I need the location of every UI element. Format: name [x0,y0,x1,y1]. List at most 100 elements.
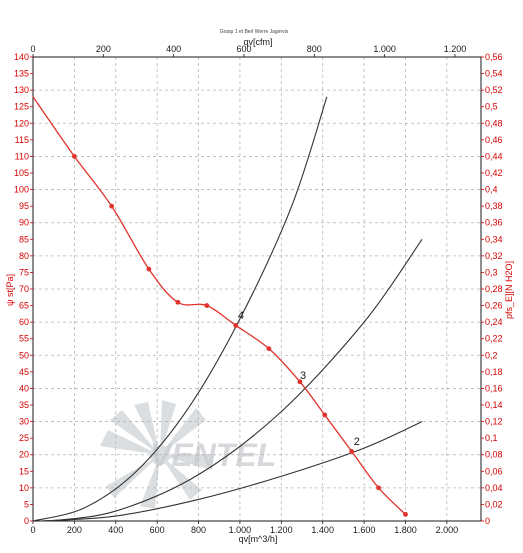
fan-curve-point [322,412,328,418]
left-tick-label: 140 [14,52,29,62]
left-tick-label: 115 [15,135,29,145]
right-tick-label: 0,18 [485,367,503,377]
bottom-axis-ticks: 0 200 400 600 800 1.000 1.200 1.400 1.600 1.800 2.… [30,521,458,535]
top-axis-label: qv[cfm] [243,37,272,47]
bottom-axis-label: qv[m^3/h] [239,534,278,544]
bottom-tick-label: 1.200 [270,525,293,535]
right-tick-label: 0,32 [485,251,503,261]
top-tick-label: 800 [307,44,322,54]
left-axis-ticks: 0 5 10 15 20 25 30 35 40 45 50 55 60 65 70 75 80 85 90 95 10… [14,52,33,526]
right-tick-label: 0,3 [485,267,498,277]
left-tick-label: 135 [14,69,29,79]
right-tick-label: 0,4 [485,185,498,195]
right-tick-label: 0,1 [485,433,498,443]
left-tick-label: 45 [19,367,29,377]
left-tick-label: 95 [19,201,29,211]
top-tick-label: 1.000 [373,44,396,54]
fan-curve-point [204,303,210,308]
bottom-tick-label: 800 [191,525,206,535]
right-tick-label: 0,46 [485,135,503,145]
left-tick-label: 110 [15,151,29,161]
left-tick-label: 70 [19,284,29,294]
right-tick-label: 0,26 [485,301,503,311]
left-tick-label: 20 [19,450,29,460]
left-tick-label: 30 [19,417,29,427]
top-tick-label: 600 [236,44,251,54]
right-tick-label: 0,22 [485,334,503,344]
left-tick-label: 10 [19,483,29,493]
chart-title: Grasp 1 et Berl Werre Jagervis [220,29,289,35]
left-tick-label: 50 [19,350,29,360]
fan-curve-point [233,323,239,328]
fan-curve-point [376,485,381,491]
bottom-tick-label: 0 [30,525,35,535]
top-tick-label: 0 [30,44,35,54]
bottom-tick-label: 1.800 [394,525,417,535]
right-tick-label: 0,54 [485,69,503,79]
right-tick-label: 0,02 [485,499,503,509]
fan-curve-point [349,449,355,454]
operating-point-label: 2 [354,436,360,448]
left-tick-label: 85 [19,234,29,244]
right-tick-label: 0,06 [485,466,503,476]
fan-curve-point [175,299,181,305]
right-tick-label: 0,48 [485,118,503,128]
left-axis-label: ψ st[Pa] [5,274,15,306]
bottom-tick-label: 1.400 [311,525,334,535]
right-tick-label: 0,08 [485,450,503,460]
top-tick-label: 200 [96,44,111,54]
left-tick-label: 25 [19,433,29,443]
system-curve-line [32,96,328,522]
bottom-tick-label: 1.600 [353,525,376,535]
left-tick-label: 40 [19,383,29,393]
right-tick-label: 0,44 [485,151,503,161]
left-tick-label: 105 [14,168,29,178]
left-tick-label: 100 [14,185,29,195]
fan-curve-point [71,154,77,159]
right-axis-label: pfs_E][N H2O] [504,261,514,319]
right-tick-label: 0,34 [485,234,503,244]
bottom-tick-label: 2.000 [436,525,459,535]
right-tick-label: 0,14 [485,400,503,410]
left-tick-label: 55 [19,334,29,344]
right-tick-label: 0 [485,516,490,526]
left-tick-label: 0 [24,516,29,526]
fan-curve-point [297,379,303,385]
left-tick-label: 90 [19,218,29,228]
system-curve-line [41,421,423,522]
left-tick-label: 75 [19,267,29,277]
right-tick-label: 0,36 [485,218,503,228]
right-tick-label: 0,52 [485,85,503,95]
right-tick-label: 0,12 [485,417,503,427]
fan-curve-point [266,346,272,352]
right-tick-label: 0,28 [485,284,503,294]
right-tick-label: 0,5 [485,102,498,112]
system-curve-line [49,238,423,522]
right-tick-label: 0,16 [485,383,503,393]
left-tick-label: 125 [14,102,29,112]
bottom-tick-label: 200 [67,525,82,535]
right-tick-label: 0,24 [485,317,503,327]
bottom-tick-label: 1.000 [229,525,252,535]
fan-curve-point [403,511,408,517]
operating-point-label: 4 [238,310,244,322]
operating-point-label: 3 [300,370,306,382]
bottom-tick-label: 400 [108,525,123,535]
series-layer [32,96,423,522]
left-tick-label: 5 [24,499,29,509]
left-tick-label: 60 [19,317,29,327]
right-axis-ticks: 0 0,02 0,04 0,06 0,08 0,1 0,12 0,14 0,16 0,18 0,2 0… [481,52,503,526]
top-tick-label: 400 [166,44,181,54]
right-tick-label: 0,38 [485,201,503,211]
right-tick-label: 0,42 [485,168,503,178]
left-tick-label: 80 [19,251,29,261]
fan-curve-point [109,203,115,209]
annotations: 4 3 2 [238,310,360,448]
top-axis-ticks: 0 200 400 600 800 1.000 1.200 [30,44,466,57]
grid [33,57,481,521]
left-tick-label: 120 [14,118,29,128]
left-tick-label: 130 [14,85,29,95]
left-tick-label: 65 [19,301,29,311]
right-tick-label: 0,04 [485,483,503,493]
